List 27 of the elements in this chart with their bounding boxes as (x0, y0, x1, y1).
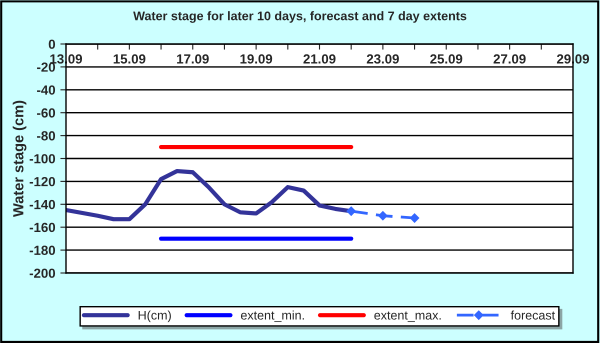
y-tick-label: -120 (30, 176, 56, 186)
x-tick-label: 15.09 (114, 54, 146, 64)
y-tick-label: -100 (30, 154, 56, 164)
x-tick-label: 21.09 (303, 54, 336, 64)
x-tick-label: 19.09 (240, 54, 272, 64)
y-tick-label: -160 (30, 222, 56, 232)
legend-label: H(cm) (138, 310, 171, 322)
y-tick-label: -180 (30, 246, 56, 256)
point (410, 213, 420, 223)
x-tick-label: 27.09 (494, 54, 526, 64)
y-tick-label: -140 (30, 200, 56, 210)
y-tick-label: -200 (30, 268, 56, 278)
legend-label: extent_min. (240, 310, 304, 322)
x-tick-label: 23.09 (366, 54, 399, 64)
point (378, 211, 388, 220)
x-tick-label: 25.09 (430, 54, 462, 64)
x-tick-label: 17.09 (177, 54, 209, 64)
y-axis-title: Water stage (cm) (12, 100, 26, 217)
y-tick-label: 0 (48, 40, 56, 49)
chart-title: Water stage for later 10 days, forecast and 7 day extents (133, 11, 466, 23)
legend-label: forecast (510, 310, 555, 320)
y-tick-label: -60 (37, 108, 56, 118)
legend-label: extent_max. (374, 311, 441, 322)
y-tick-label: -80 (37, 131, 56, 141)
point (346, 206, 356, 216)
y-tick-label: -40 (37, 85, 56, 95)
y-tick-label: -20 (37, 62, 56, 72)
